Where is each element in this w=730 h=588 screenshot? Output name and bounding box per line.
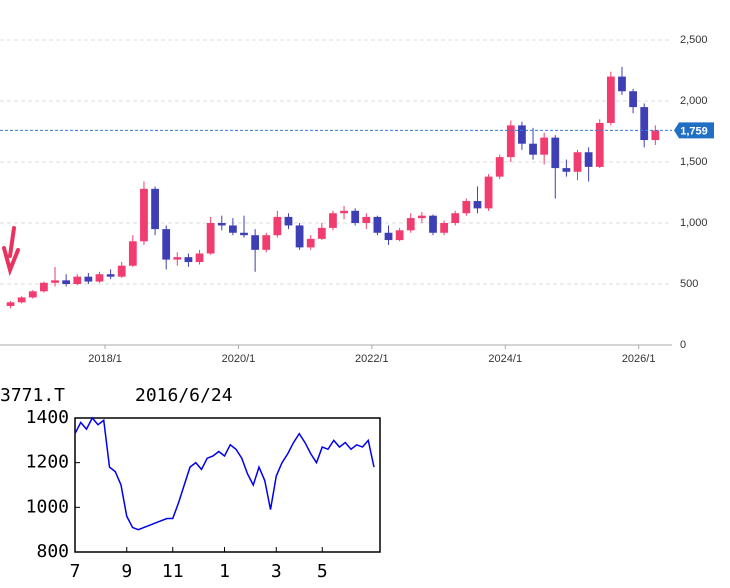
y-tick-label: 0 [680, 339, 686, 351]
plot-frame [74, 417, 381, 553]
candle-body [451, 213, 460, 223]
candle-body [6, 302, 15, 306]
y-tick-label: 1,500 [680, 156, 708, 168]
candle-body [51, 280, 59, 283]
candle-body [217, 223, 226, 226]
candle-body [317, 227, 326, 239]
candle-body [229, 225, 237, 233]
x-tick-label: 5 [317, 561, 328, 582]
x-tick-label: 2022/1 [355, 353, 389, 365]
candle-body [17, 297, 26, 303]
candle-body [651, 130, 660, 141]
candle-body [518, 125, 526, 144]
candle-body [240, 232, 248, 236]
candle-body [329, 213, 337, 228]
y-tick-label: 1200 [26, 452, 69, 473]
candle-body [384, 232, 393, 241]
candle-body [262, 235, 271, 250]
candle-body [573, 152, 582, 172]
candle-body [484, 176, 493, 209]
candle-body [117, 265, 126, 277]
chart-title: 3771.T [0, 385, 65, 406]
candle-body [495, 157, 504, 177]
candle-body [417, 215, 426, 219]
candle-body [584, 152, 593, 167]
candle-body [473, 201, 482, 209]
candle-body [140, 188, 148, 242]
candle-body [373, 216, 382, 233]
candle-body [429, 215, 437, 233]
y-tick-label: 1000 [26, 496, 69, 517]
candle-body [295, 225, 304, 248]
x-tick-label: 11 [162, 561, 184, 582]
x-tick-label: 9 [121, 561, 132, 582]
candle-body [62, 280, 71, 284]
candle-body [128, 241, 137, 266]
candle-body [273, 216, 282, 236]
candle-body [173, 257, 182, 260]
candle-body [529, 143, 537, 155]
x-tick-label: 2024/1 [488, 353, 522, 365]
candle-body [162, 229, 171, 260]
candle-body [551, 137, 560, 169]
candle-body [440, 223, 448, 233]
candle-body [395, 230, 404, 241]
y-tick-label: 2,500 [680, 34, 708, 46]
candle-body [40, 282, 48, 292]
candle-body [184, 257, 193, 263]
candle-body [629, 91, 637, 108]
candle-body [340, 210, 348, 214]
y-tick-label: 1,000 [680, 217, 708, 229]
candle-body [506, 125, 515, 158]
x-tick-label: 7 [70, 561, 81, 582]
candle-body [306, 238, 315, 248]
last-price-label: 1,759 [680, 125, 708, 137]
candle-body [562, 168, 571, 172]
x-tick-label: 2020/1 [222, 353, 256, 365]
candle-body [151, 188, 159, 230]
candle-body [462, 201, 471, 214]
y-tick-label: 2,000 [680, 95, 708, 107]
y-tick-label: 1400 [26, 407, 69, 428]
candle-body [640, 107, 649, 141]
candle-body [106, 274, 115, 277]
y-tick-label: 500 [680, 278, 698, 290]
candle-body [406, 218, 415, 231]
candle-body [206, 223, 215, 254]
x-tick-label: 2026/1 [622, 353, 656, 365]
price-line [74, 416, 375, 531]
candlestick-chart: 2,500 2,000 1,500 1,000 500 0 2018/1 2020/1 2022… [0, 34, 714, 365]
y-tick-label: 800 [36, 541, 69, 562]
chart-subtitle: 2016/6/24 [135, 385, 233, 406]
candle-body [618, 76, 626, 92]
last-price-box [674, 122, 714, 139]
candle-body [251, 235, 260, 250]
candle-body [595, 122, 604, 167]
candle-body [95, 274, 104, 282]
candle-body [606, 76, 615, 123]
candle-body [195, 253, 204, 263]
candle-body [284, 216, 293, 226]
candle-body [84, 276, 93, 282]
x-tick-label: 3 [271, 561, 282, 582]
candle-body [73, 276, 82, 284]
candle-body [351, 210, 360, 223]
arrow [2, 226, 20, 277]
candle-body [28, 291, 37, 298]
candle-body [540, 137, 549, 155]
x-tick-label: 2018/1 [88, 353, 122, 365]
x-tick-label: 1 [219, 561, 230, 582]
candle-body [362, 216, 371, 223]
